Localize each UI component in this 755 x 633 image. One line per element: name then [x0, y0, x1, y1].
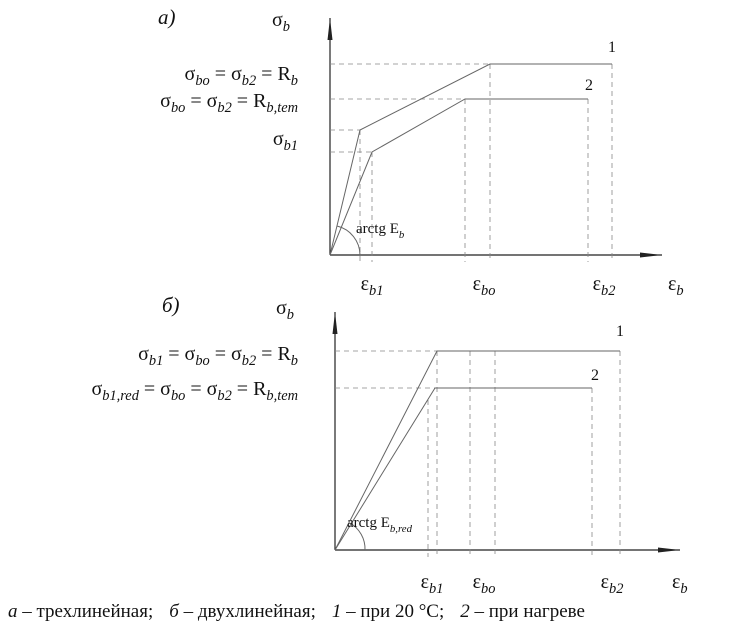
- level-label: σb1 = σbo = σb2 = Rb: [138, 343, 298, 369]
- x-axis-label: εb: [672, 571, 688, 597]
- text-part: = R: [232, 378, 267, 400]
- text-part: ε: [361, 273, 369, 295]
- x-axis-label: εb: [668, 273, 684, 299]
- subscript: b1: [369, 283, 383, 299]
- subscript: b,tem: [266, 388, 298, 404]
- subscript: b: [291, 353, 298, 369]
- text-part: = R: [256, 63, 291, 85]
- caption-text: – трехлинейная;: [18, 601, 154, 622]
- text-part: ε: [593, 273, 601, 295]
- subscript: bo: [481, 581, 495, 597]
- subscript: bo: [481, 283, 495, 299]
- subscript: b2: [217, 388, 231, 404]
- subscript: b: [399, 229, 405, 241]
- text-part: = R: [232, 90, 267, 112]
- angle-label: arctg Eb: [356, 221, 405, 241]
- text-part: ε: [601, 571, 609, 593]
- subscript: bo: [171, 100, 185, 116]
- subscript: b: [287, 307, 294, 323]
- level-label: σb1: [273, 128, 298, 154]
- text-part: arctg E: [347, 515, 390, 531]
- text-part: σ: [272, 9, 283, 31]
- text-part: σ: [138, 343, 149, 365]
- curve: [334, 350, 620, 551]
- text-part: arctg E: [356, 221, 399, 237]
- subscript: b: [680, 581, 687, 597]
- angle-arc: [336, 225, 361, 256]
- curve-label: 2: [585, 77, 593, 94]
- text-part: = σ: [210, 63, 242, 85]
- subscript: b1: [149, 353, 163, 369]
- subscript: b2: [601, 283, 615, 299]
- text-part: = σ: [139, 378, 171, 400]
- strain-label: εb1: [421, 571, 444, 597]
- subscript: b: [291, 73, 298, 89]
- subscript: bo: [171, 388, 185, 404]
- caption-key: а: [8, 601, 18, 622]
- text-part: σ: [185, 63, 196, 85]
- caption: а – трехлинейная; б – двухлинейная; 1 – пр…: [8, 601, 585, 622]
- text-part: ε: [473, 273, 481, 295]
- arrow-head: [332, 312, 338, 334]
- diagram-label: а): [158, 5, 176, 29]
- level-label: σb1,red = σbo = σb2 = Rb,tem: [91, 378, 298, 404]
- diagram-label: б): [162, 293, 180, 317]
- caption-key: 1: [332, 601, 342, 622]
- caption-key: 2: [460, 601, 470, 622]
- curve-label: 1: [608, 39, 616, 56]
- text-part: σ: [91, 378, 102, 400]
- strain-label: εbo: [473, 571, 496, 597]
- text-part: σ: [273, 128, 284, 150]
- text-part: ε: [672, 571, 680, 593]
- curve-label: 2: [591, 367, 599, 384]
- level-label: σbo = σb2 = Rb: [185, 63, 298, 89]
- subscript: b2: [242, 73, 256, 89]
- text-part: = σ: [185, 378, 217, 400]
- strain-label: εb2: [601, 571, 624, 597]
- text-part: ε: [668, 273, 676, 295]
- text-part: σ: [276, 297, 287, 319]
- text-part: ε: [473, 571, 481, 593]
- caption-text: – при нагреве: [470, 601, 585, 622]
- text-part: = R: [256, 343, 291, 365]
- subscript: b1,red: [102, 388, 139, 404]
- angle-arc: [349, 522, 366, 551]
- text-part: = σ: [163, 343, 195, 365]
- curve: [334, 387, 592, 551]
- strain-label: εbo: [473, 273, 496, 299]
- strain-label: εb2: [593, 273, 616, 299]
- text-part: = σ: [210, 343, 242, 365]
- y-axis-label: σb: [272, 9, 290, 35]
- curve: [329, 98, 588, 256]
- caption-key: б: [169, 601, 180, 622]
- text-part: ε: [421, 571, 429, 593]
- curve-label: 1: [616, 323, 624, 340]
- subscript: b: [676, 283, 683, 299]
- subscript: b1: [429, 581, 443, 597]
- text-part: = σ: [185, 90, 217, 112]
- arrow-head: [640, 252, 662, 258]
- subscript: b2: [609, 581, 623, 597]
- subscript: bo: [195, 353, 209, 369]
- arrow-head: [658, 547, 680, 553]
- text-part: σ: [160, 90, 171, 112]
- subscript: b2: [242, 353, 256, 369]
- angle-label: arctg Eb,red: [347, 515, 413, 535]
- caption-text: – двухлинейная;: [179, 601, 316, 622]
- curve: [329, 63, 612, 256]
- subscript: b2: [217, 100, 231, 116]
- subscript: b,tem: [266, 100, 298, 116]
- subscript: b: [283, 19, 290, 35]
- subscript: bo: [195, 73, 209, 89]
- strain-label: εb1: [361, 273, 384, 299]
- caption-text: – при 20 °C;: [341, 601, 444, 622]
- subscript: b1: [284, 138, 298, 154]
- arrow-head: [327, 18, 333, 40]
- level-label: σbo = σb2 = Rb,tem: [160, 90, 298, 116]
- y-axis-label: σb: [276, 297, 294, 323]
- subscript: b,red: [390, 523, 413, 535]
